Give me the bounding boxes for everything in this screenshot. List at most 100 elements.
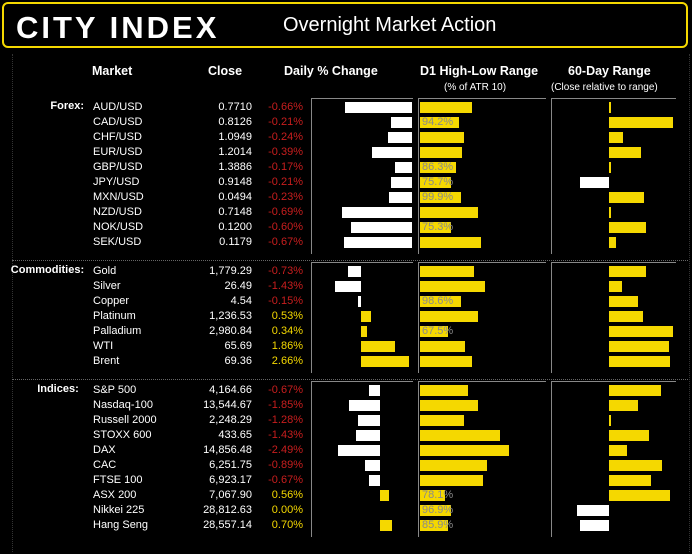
daily-change-bar bbox=[380, 520, 392, 531]
market-name: SEK/USD bbox=[93, 236, 142, 248]
d1-range-value: 124.9% bbox=[422, 101, 460, 113]
d1-range-bar bbox=[420, 177, 452, 188]
sixty-day-bar bbox=[609, 281, 622, 292]
daily-change-value: 0.00% bbox=[271, 504, 303, 516]
d1-range-bar bbox=[420, 311, 478, 322]
d1-range-bar bbox=[420, 400, 478, 411]
market-name: Palladium bbox=[93, 325, 142, 337]
daily-change-value: 0.53% bbox=[271, 310, 303, 322]
d1-range-bar bbox=[420, 192, 462, 203]
daily-change-value: 1.86% bbox=[271, 340, 303, 352]
daily-change-bar bbox=[364, 460, 380, 471]
d1-range-bar bbox=[420, 356, 473, 367]
market-name: Brent bbox=[93, 355, 120, 367]
close-value: 2,980.84 bbox=[209, 325, 252, 337]
daily-change-bar bbox=[361, 311, 371, 322]
col-subheader-sixty-day: (Close relative to range) bbox=[551, 82, 658, 93]
sixty-day-bar bbox=[609, 341, 669, 352]
daily-change-bar bbox=[388, 192, 412, 203]
market-name: Nikkei 225 bbox=[93, 504, 145, 516]
close-value: 1,236.53 bbox=[209, 310, 252, 322]
close-value: 433.65 bbox=[218, 429, 252, 441]
d1-range-value: 139.4% bbox=[422, 206, 460, 218]
sixty-day-bar bbox=[609, 326, 673, 337]
sixty-day-bar bbox=[609, 296, 639, 307]
sixty-day-bar bbox=[609, 222, 647, 233]
d1-range-bar bbox=[420, 147, 463, 158]
daily-change-bar bbox=[355, 430, 380, 441]
daily-change-value: -0.24% bbox=[268, 131, 303, 143]
close-value: 13,544.67 bbox=[203, 399, 252, 411]
header-bar: CITY INDEX Overnight Market Action bbox=[2, 2, 688, 48]
col-subheader-d1-range: (% of ATR 10) bbox=[444, 82, 507, 93]
market-name: NOK/USD bbox=[93, 221, 144, 233]
d1-range-bar bbox=[420, 341, 465, 352]
sixty-day-bar bbox=[609, 162, 611, 173]
d1-range-value: 85.9% bbox=[422, 519, 454, 531]
close-value: 69.36 bbox=[224, 355, 252, 367]
close-value: 6,923.17 bbox=[209, 474, 252, 486]
d1-range-bar bbox=[420, 237, 481, 248]
d1-range-value: 208.5% bbox=[422, 459, 460, 471]
d1-range-bar bbox=[420, 296, 461, 307]
table-frame bbox=[12, 54, 690, 552]
daily-change-bar bbox=[361, 326, 368, 337]
d1-range-bar bbox=[420, 162, 456, 173]
daily-change-value: -1.43% bbox=[268, 280, 303, 292]
daily-change-bar bbox=[342, 207, 412, 218]
market-name: Gold bbox=[93, 265, 117, 277]
daily-change-bar bbox=[368, 475, 380, 486]
daily-change-value: 0.56% bbox=[271, 489, 303, 501]
close-value: 65.69 bbox=[224, 340, 252, 352]
d1-range-bar bbox=[420, 475, 483, 486]
close-value: 2,248.29 bbox=[209, 414, 252, 426]
daily-change-bar bbox=[390, 117, 412, 128]
daily-change-value: -0.39% bbox=[268, 146, 303, 158]
d1-range-value: 99.9% bbox=[422, 191, 454, 203]
d1-range-box bbox=[418, 98, 546, 254]
daily-change-bar bbox=[387, 132, 412, 143]
market-name: AUD/USD bbox=[93, 101, 143, 113]
daily-change-box bbox=[311, 98, 413, 254]
sixty-day-bar bbox=[609, 460, 663, 471]
d1-range-value: 86.3% bbox=[422, 161, 454, 173]
d1-range-value: 126.8% bbox=[422, 355, 460, 367]
d1-range-value: 140.4% bbox=[422, 310, 460, 322]
d1-range-bar bbox=[420, 445, 510, 456]
col-header-close: Close bbox=[208, 64, 243, 78]
daily-change-bar bbox=[351, 222, 412, 233]
daily-change-value: -0.89% bbox=[268, 459, 303, 471]
market-name: GBP/USD bbox=[93, 161, 143, 173]
market-name: CHF/USD bbox=[93, 131, 142, 143]
sixty-day-bar bbox=[609, 356, 670, 367]
d1-range-bar bbox=[420, 266, 474, 277]
daily-change-value: -1.85% bbox=[268, 399, 303, 411]
daily-change-value: -0.15% bbox=[268, 295, 303, 307]
daily-change-box bbox=[311, 381, 413, 537]
section-divider bbox=[12, 379, 688, 380]
market-name: CAC bbox=[93, 459, 117, 471]
daily-change-value: -2.49% bbox=[268, 444, 303, 456]
market-name: Nasdaq-100 bbox=[93, 399, 153, 411]
daily-change-value: -0.23% bbox=[268, 191, 303, 203]
sixty-day-box bbox=[551, 98, 676, 254]
d1-range-bar bbox=[420, 102, 472, 113]
close-value: 1.3886 bbox=[218, 161, 252, 173]
d1-range-value: 156.5% bbox=[422, 280, 460, 292]
market-name: ASX 200 bbox=[93, 489, 137, 501]
sixty-day-bar bbox=[609, 266, 647, 277]
d1-range-box bbox=[418, 381, 546, 537]
sixty-day-bar bbox=[580, 520, 609, 531]
section-divider bbox=[12, 260, 688, 261]
d1-range-value: 107.7% bbox=[422, 131, 460, 143]
sixty-day-bar bbox=[609, 132, 624, 143]
d1-range-value: 130.4% bbox=[422, 265, 460, 277]
d1-range-value: 277.0% bbox=[422, 444, 460, 456]
sixty-day-bar bbox=[609, 415, 611, 426]
sixty-day-bar bbox=[609, 400, 638, 411]
daily-change-bar bbox=[390, 177, 412, 188]
daily-change-value: 0.34% bbox=[271, 325, 303, 337]
section-label: Commodities: bbox=[10, 264, 85, 276]
daily-change-value: -0.69% bbox=[268, 206, 303, 218]
market-name: Russell 2000 bbox=[93, 414, 157, 426]
